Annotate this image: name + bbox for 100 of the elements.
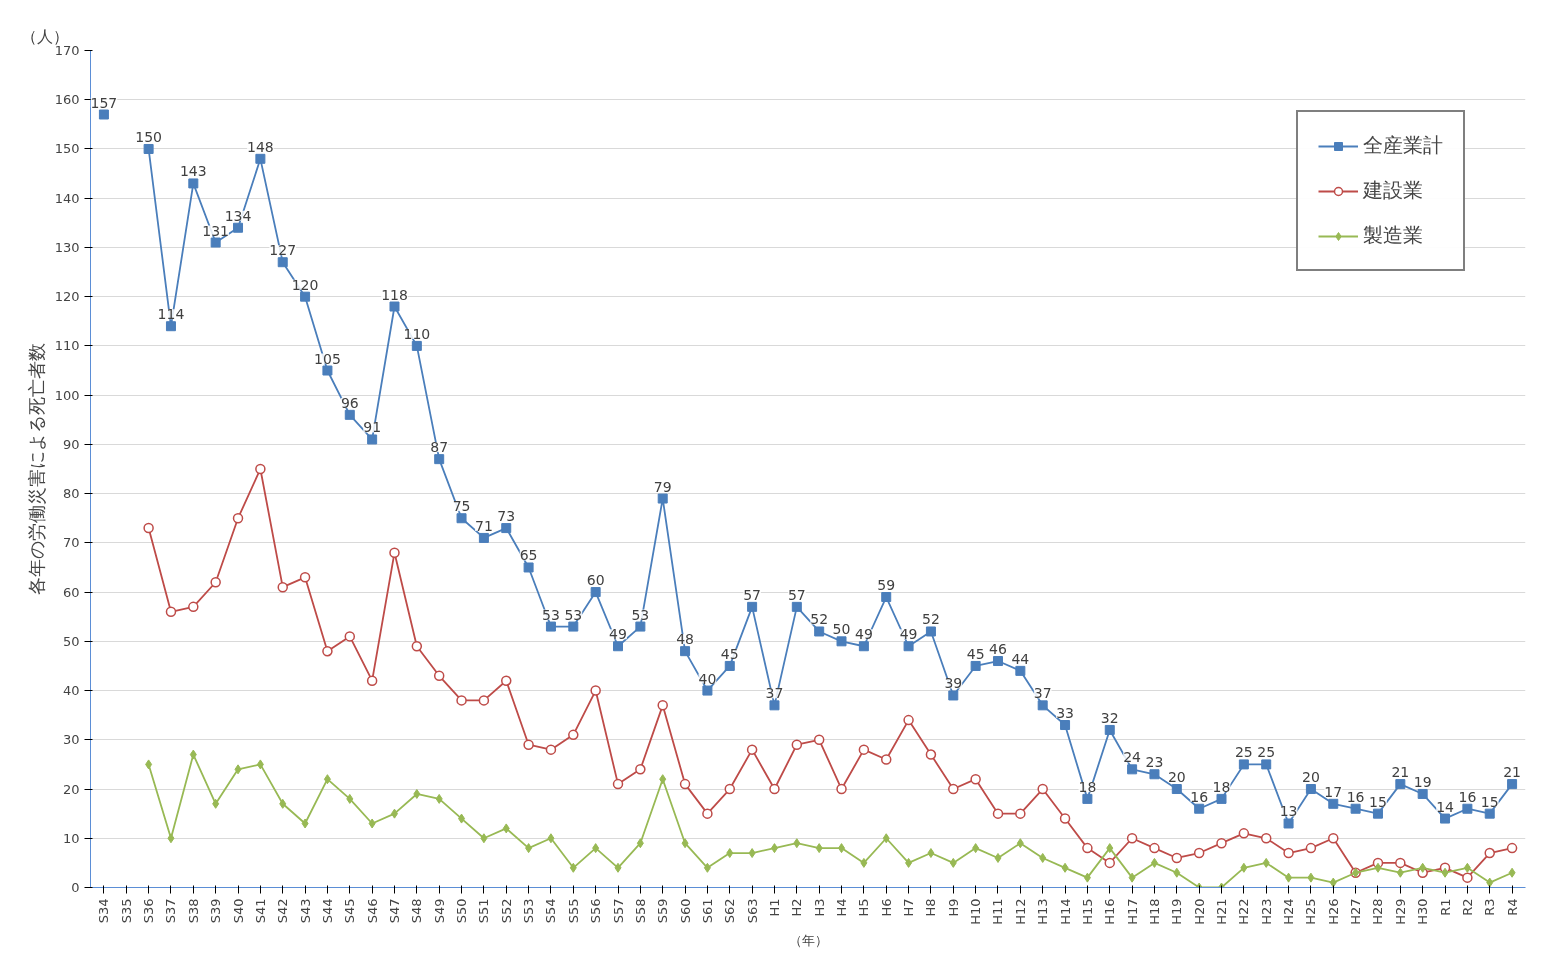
data-label: 48 bbox=[676, 631, 694, 648]
x-tick-label: H20 bbox=[1191, 898, 1207, 925]
y-tick-label: 40 bbox=[62, 683, 80, 699]
x-tick-label: S51 bbox=[476, 898, 492, 924]
x-tick-label: H1 bbox=[766, 898, 782, 917]
data-label: 25 bbox=[1257, 744, 1276, 761]
x-tick-label: H16 bbox=[1102, 898, 1118, 925]
y-tick-label: 110 bbox=[54, 338, 80, 354]
x-tick-label: H2 bbox=[789, 898, 805, 917]
x-tick-label: S50 bbox=[454, 898, 470, 924]
data-label: 16 bbox=[1458, 788, 1477, 805]
x-tick-label: H3 bbox=[811, 898, 827, 917]
x-tick-label: S36 bbox=[141, 898, 157, 924]
data-label: 46 bbox=[989, 641, 1007, 658]
x-tick-label: R1 bbox=[1437, 898, 1453, 916]
data-label: 49 bbox=[854, 626, 873, 643]
data-label: 19 bbox=[1413, 773, 1432, 790]
x-tick-label: S42 bbox=[275, 898, 291, 924]
data-label: 16 bbox=[1190, 788, 1209, 805]
x-tick-label: H14 bbox=[1057, 898, 1073, 925]
data-label: 49 bbox=[899, 626, 918, 643]
data-label: 114 bbox=[157, 306, 185, 323]
x-tick-label: H22 bbox=[1236, 898, 1252, 925]
data-label: 53 bbox=[564, 606, 583, 623]
data-label: 20 bbox=[1302, 769, 1320, 786]
data-label: 71 bbox=[474, 517, 493, 534]
data-label: 18 bbox=[1078, 778, 1097, 795]
data-label: 49 bbox=[609, 626, 627, 643]
y-tick-label: 20 bbox=[62, 781, 80, 797]
y-tick-label: 10 bbox=[62, 830, 80, 846]
data-label: 21 bbox=[1503, 764, 1522, 781]
x-tick-label: S62 bbox=[722, 898, 738, 924]
x-tick-label: S40 bbox=[230, 898, 246, 924]
x-tick-label: S46 bbox=[364, 898, 380, 924]
x-tick-label: S44 bbox=[319, 898, 335, 924]
y-tick-label: 160 bbox=[54, 92, 80, 108]
x-tick-label: H23 bbox=[1258, 898, 1274, 925]
x-tick-label: H29 bbox=[1392, 898, 1408, 925]
data-label: 14 bbox=[1436, 798, 1455, 815]
data-label: 59 bbox=[877, 577, 896, 594]
x-tick-label: H27 bbox=[1348, 898, 1364, 925]
data-label: 79 bbox=[653, 478, 672, 495]
x-tick-label: S56 bbox=[588, 898, 604, 924]
data-label: 15 bbox=[1480, 793, 1499, 810]
y-tick-label: 120 bbox=[54, 289, 80, 305]
x-tick-label: S35 bbox=[118, 898, 134, 924]
x-tick-label: R4 bbox=[1504, 898, 1520, 916]
x-tick-label: H21 bbox=[1214, 898, 1230, 925]
data-label: 60 bbox=[586, 572, 605, 589]
y-tick-label: 0 bbox=[71, 880, 80, 895]
y-tick-label: 150 bbox=[54, 141, 80, 157]
data-label: 52 bbox=[810, 611, 829, 628]
data-label: 53 bbox=[542, 606, 560, 623]
x-tick-label: S47 bbox=[386, 898, 402, 924]
data-label: 157 bbox=[90, 94, 118, 111]
y-tick-label: 70 bbox=[62, 535, 80, 551]
data-label: 73 bbox=[497, 508, 516, 525]
x-tick-label: H17 bbox=[1124, 898, 1140, 925]
data-label: 143 bbox=[179, 163, 207, 180]
data-label: 37 bbox=[1033, 685, 1052, 702]
y-tick-label: 50 bbox=[62, 633, 80, 649]
data-label: 75 bbox=[452, 498, 471, 515]
y-tick-label: 80 bbox=[62, 486, 80, 502]
data-label: 57 bbox=[787, 586, 806, 603]
data-label: 33 bbox=[1056, 705, 1074, 722]
data-label: 37 bbox=[765, 685, 784, 702]
x-tick-label: S54 bbox=[543, 898, 559, 924]
x-tick-label: S60 bbox=[677, 898, 693, 924]
data-label: 52 bbox=[922, 611, 940, 628]
data-label: 45 bbox=[720, 645, 739, 662]
x-tick-label: H7 bbox=[901, 898, 917, 917]
data-label: 148 bbox=[247, 138, 274, 155]
x-tick-label: S52 bbox=[498, 898, 514, 924]
x-tick-label: S45 bbox=[342, 898, 358, 924]
data-label: 18 bbox=[1212, 778, 1231, 795]
data-label: 120 bbox=[291, 276, 319, 293]
x-tick-label: S34 bbox=[96, 898, 112, 924]
y-tick-label: 140 bbox=[54, 190, 80, 206]
legend-label: 全産業計 bbox=[1363, 132, 1443, 159]
data-label: 16 bbox=[1346, 788, 1365, 805]
data-label: 57 bbox=[743, 586, 762, 603]
x-tick-label: H4 bbox=[834, 898, 850, 917]
y-tick-label: 90 bbox=[62, 436, 80, 452]
data-label: 118 bbox=[381, 286, 408, 303]
data-label: 131 bbox=[202, 222, 230, 239]
x-tick-label: H8 bbox=[923, 898, 939, 917]
x-tick-label: S55 bbox=[565, 898, 581, 924]
legend-label: 建設業 bbox=[1363, 177, 1423, 204]
x-tick-label: H18 bbox=[1146, 898, 1162, 925]
data-label: 96 bbox=[340, 394, 359, 411]
x-axis-title: （年） bbox=[788, 932, 828, 948]
x-tick-label: S61 bbox=[699, 898, 715, 924]
x-tick-label: H15 bbox=[1079, 898, 1095, 925]
x-tick-label: S41 bbox=[252, 898, 268, 924]
legend-label: 製造業 bbox=[1363, 222, 1423, 249]
data-label: 134 bbox=[224, 207, 252, 224]
data-label: 87 bbox=[430, 439, 449, 456]
data-label: 15 bbox=[1369, 793, 1387, 810]
y-axis-title: 各年の労働災害による死亡者数 bbox=[25, 343, 47, 595]
x-tick-label: S39 bbox=[208, 898, 224, 924]
